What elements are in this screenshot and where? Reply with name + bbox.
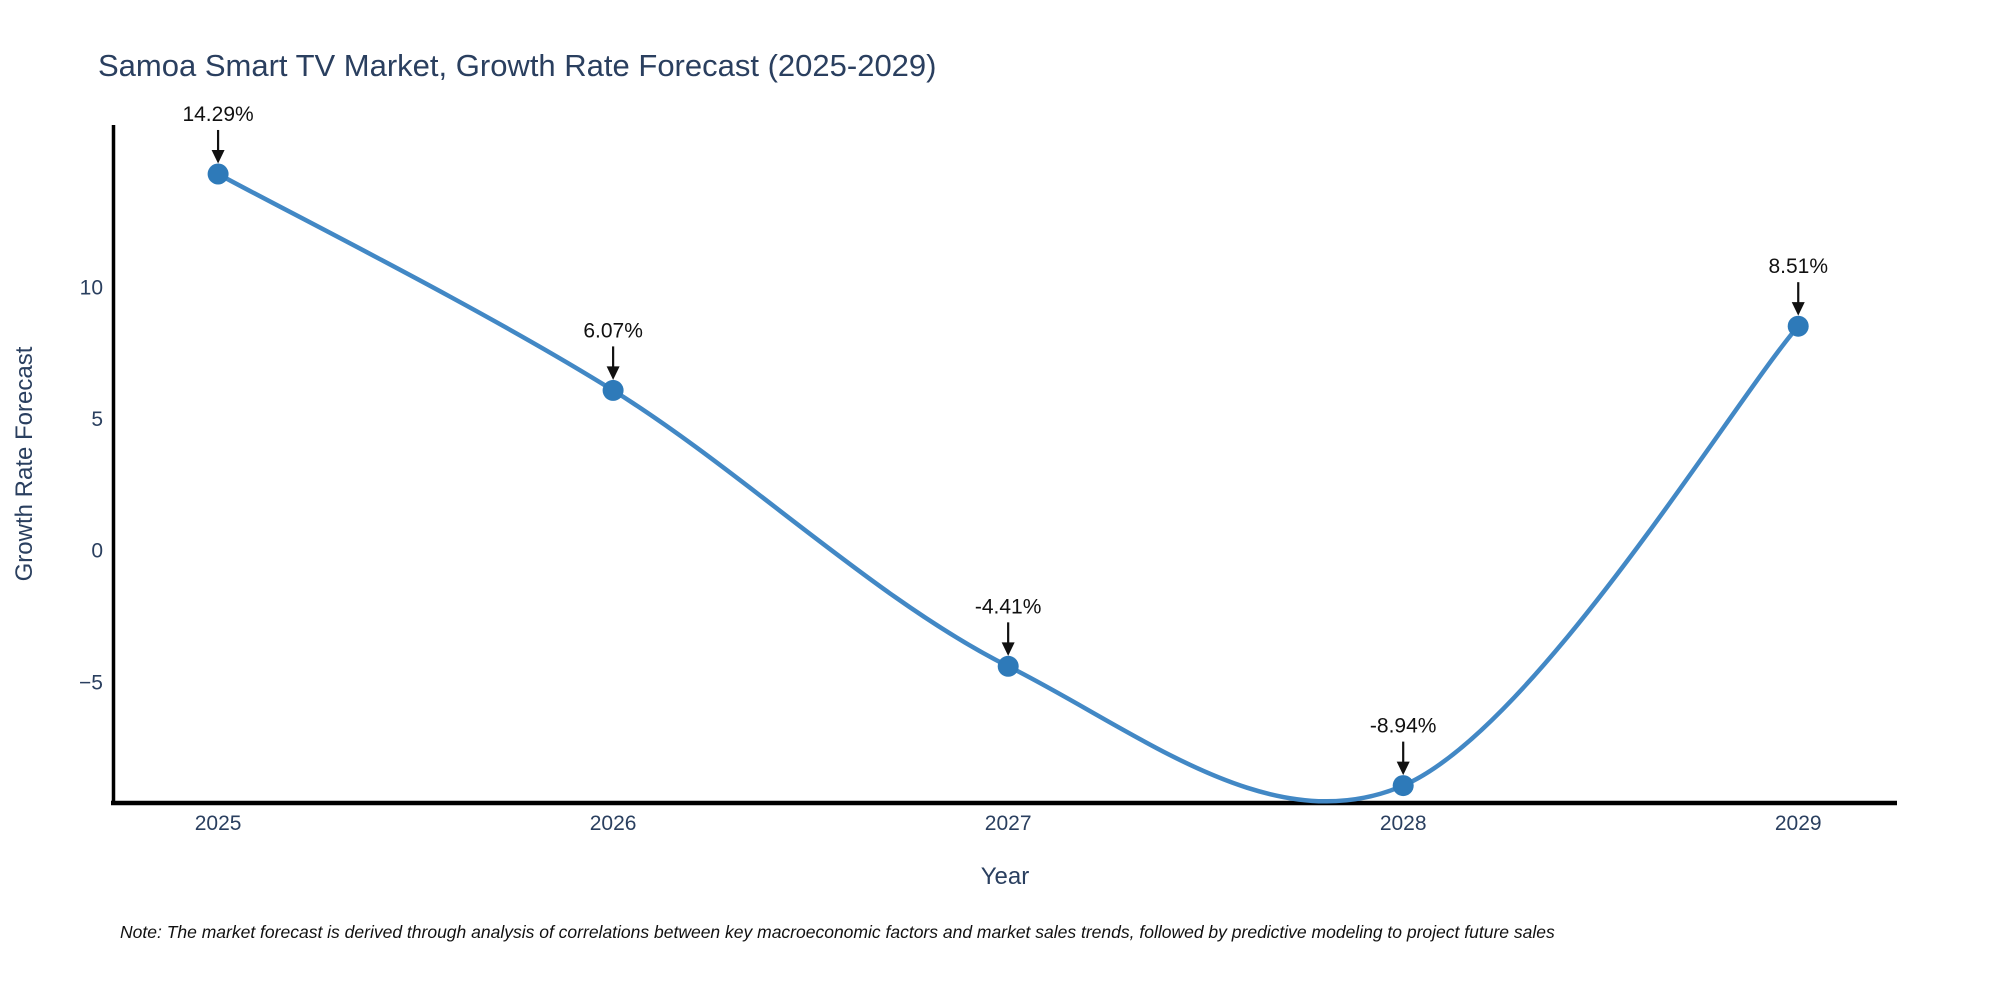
line-series bbox=[207, 163, 1809, 804]
annotation-arrowhead bbox=[1791, 302, 1805, 316]
y-tick-label: 10 bbox=[80, 276, 103, 299]
x-tick-label: 2028 bbox=[1380, 812, 1427, 835]
point-value-label: -4.41% bbox=[975, 595, 1042, 618]
chart-title: Samoa Smart TV Market, Growth Rate Forec… bbox=[98, 48, 936, 83]
x-tick-label: 2025 bbox=[195, 812, 242, 835]
point-value-label: 14.29% bbox=[182, 103, 253, 126]
point-value-label: -8.94% bbox=[1370, 715, 1437, 738]
annotations: 14.29% 6.07% -4.41% -8.94% 8.51% bbox=[182, 103, 1828, 776]
data-point-marker[interactable] bbox=[1787, 315, 1809, 337]
annotation-arrowhead bbox=[211, 149, 225, 164]
y-axis-title: Growth Rate Forecast bbox=[11, 346, 38, 581]
forecast-line bbox=[215, 171, 1801, 804]
data-point-marker[interactable] bbox=[602, 379, 624, 401]
annotation-arrowhead bbox=[606, 366, 620, 380]
point-value-label: 8.51% bbox=[1768, 255, 1828, 278]
y-tick-label: 0 bbox=[91, 540, 103, 563]
x-tick-label: 2029 bbox=[1775, 812, 1822, 835]
point-value-label: 6.07% bbox=[583, 319, 643, 342]
data-point-marker[interactable] bbox=[1392, 775, 1414, 797]
x-tick-label: 2027 bbox=[985, 812, 1032, 835]
footnote: Note: The market forecast is derived thr… bbox=[120, 922, 1555, 942]
annotation-arrowhead bbox=[1001, 642, 1015, 656]
x-tick-label: 2026 bbox=[590, 812, 637, 835]
data-point-marker[interactable] bbox=[207, 163, 229, 185]
axes: 10 5 0 −5 2025 2026 2027 2028 2029 bbox=[79, 125, 1897, 835]
annotation-arrowhead bbox=[1396, 761, 1410, 776]
y-tick-label: −5 bbox=[79, 671, 103, 694]
data-point-marker[interactable] bbox=[997, 655, 1019, 677]
x-axis-title: Year bbox=[981, 863, 1030, 890]
y-tick-label: 5 bbox=[91, 408, 103, 431]
